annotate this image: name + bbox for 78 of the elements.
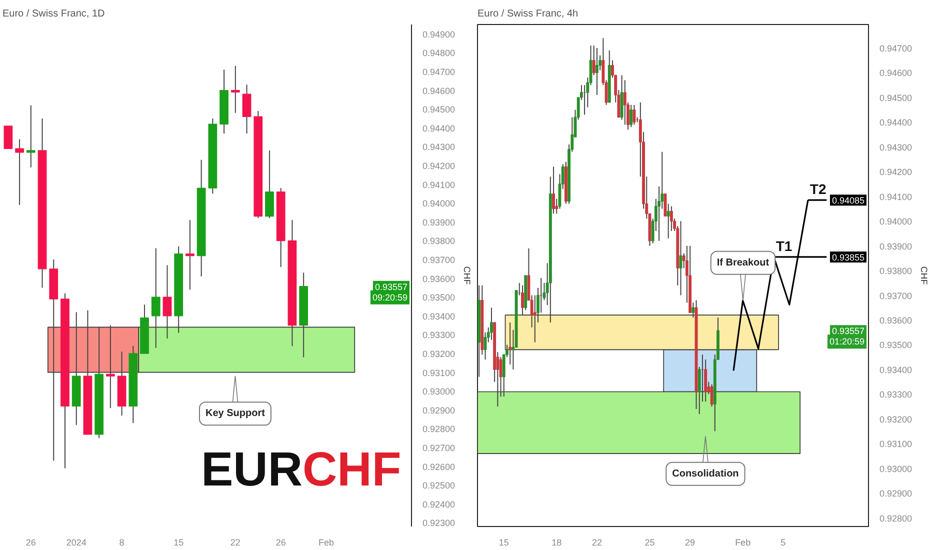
annotation: 0.94085 <box>832 196 865 206</box>
annotation: 0.93557 <box>832 326 865 336</box>
y-tick-label: 0.94000 <box>422 198 456 209</box>
y-tick-label: 0.94400 <box>880 118 912 128</box>
text: CHF <box>919 266 930 285</box>
y-tick-label: 0.92600 <box>422 462 456 472</box>
y-tick-label: 0.93100 <box>880 439 912 450</box>
x-tick-label: 29 <box>685 538 696 548</box>
annotation: 01:20:59 <box>829 336 865 347</box>
y-tick-label: 0.93000 <box>880 464 912 474</box>
y-tick-label: 0.94100 <box>880 192 912 202</box>
y-tick-label: 0.94700 <box>422 67 456 78</box>
y-tick-label: 0.92700 <box>422 443 456 454</box>
y-tick-label: 0.94500 <box>422 104 456 115</box>
y-tick-label: 0.92900 <box>422 405 456 416</box>
y-tick-label: 0.94600 <box>880 68 912 78</box>
y-tick-label: 0.93200 <box>422 349 456 360</box>
annotation: Key Support <box>205 408 266 420</box>
x-tick-label: 15 <box>174 538 184 548</box>
y-tick-label: 0.94400 <box>422 123 456 134</box>
annotation: 0.93855 <box>832 252 865 262</box>
annotation: 09:20:59 <box>372 292 408 302</box>
y-tick-label: 0.94600 <box>422 86 456 96</box>
x-tick-label: 25 <box>644 538 655 548</box>
x-tick-label: 18 <box>552 538 562 548</box>
y-tick-label: 0.92800 <box>880 513 912 524</box>
y-tick-label: 0.93200 <box>880 414 912 424</box>
y-tick-label: 0.94700 <box>880 43 912 54</box>
y-tick-label: 0.94300 <box>880 142 912 152</box>
text: EUR <box>201 444 302 496</box>
x-tick-label: 15 <box>498 538 509 548</box>
annotation: Consolidation <box>672 468 739 480</box>
y-tick-label: 0.93500 <box>422 292 456 303</box>
y-axis-title: CHF <box>302 444 402 496</box>
y-tick-label: 0.92800 <box>422 424 456 434</box>
y-tick-label: 0.94100 <box>422 180 456 190</box>
y-tick-label: 0.93000 <box>422 386 456 397</box>
y-tick-label: 0.94800 <box>422 48 456 58</box>
y-tick-label: 0.94200 <box>880 167 912 178</box>
y-tick-label: 0.92300 <box>422 518 456 528</box>
y-tick-label: 0.92500 <box>422 480 456 491</box>
y-tick-label: 0.94500 <box>880 92 912 103</box>
y-tick-label: 0.93600 <box>422 274 456 284</box>
y-tick-label: 0.93900 <box>880 241 912 252</box>
y-tick-label: 0.93600 <box>880 316 912 326</box>
x-tick-label: 22 <box>592 538 602 548</box>
y-tick-label: 0.93400 <box>422 311 456 322</box>
y-tick-label: 0.94300 <box>422 142 456 152</box>
annotation: T1 <box>776 238 792 254</box>
chart-title: Euro / Swiss Franc, 4h <box>478 8 578 20</box>
y-tick-label: 0.93300 <box>422 330 456 340</box>
x-tick-label: 8 <box>119 538 124 548</box>
x-tick-label: Feb <box>318 538 334 548</box>
annotation: 0.93557 <box>374 282 408 292</box>
x-tick-label: 26 <box>26 538 36 548</box>
y-tick-label: 0.94900 <box>422 29 456 40</box>
chart-title: Euro / Swiss Franc, 1D <box>2 8 105 20</box>
y-tick-label: 0.93800 <box>422 236 456 246</box>
y-tick-label: 0.93700 <box>880 290 912 301</box>
x-tick-label: 22 <box>230 538 240 548</box>
x-tick-label: Feb <box>735 538 751 548</box>
y-tick-label: 0.92400 <box>422 499 456 510</box>
y-tick-label: 0.93300 <box>880 390 912 400</box>
y-tick-label: 0.93100 <box>422 368 456 378</box>
y-axis-title: CHF <box>462 266 472 286</box>
y-tick-label: 0.94000 <box>880 216 912 227</box>
x-tick-label: 26 <box>276 538 286 548</box>
annotation: T2 <box>810 181 826 198</box>
y-tick-label: 0.93700 <box>422 255 456 266</box>
y-tick-label: 0.94200 <box>422 161 456 172</box>
y-tick-label: 0.92900 <box>880 488 912 499</box>
y-tick-label: 0.93800 <box>880 266 912 276</box>
x-tick-label: 5 <box>780 538 786 548</box>
x-tick-label: 2024 <box>66 538 86 548</box>
annotation: If Breakout <box>716 257 770 268</box>
y-tick-label: 0.93500 <box>880 340 912 350</box>
y-tick-label: 0.93900 <box>422 217 456 228</box>
y-tick-label: 0.93400 <box>880 364 912 375</box>
